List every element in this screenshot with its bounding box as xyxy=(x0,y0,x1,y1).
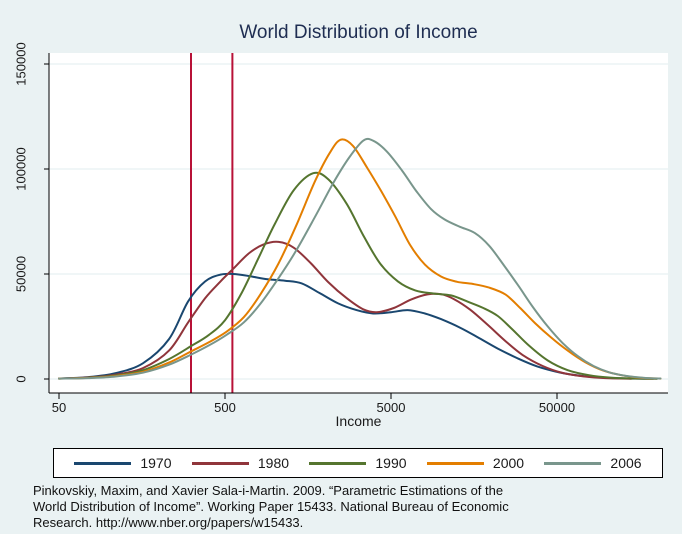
y-tick-label: 150000 xyxy=(13,42,29,86)
legend-item-2006: 2006 xyxy=(544,455,642,471)
chart-title: World Distribution of Income xyxy=(239,22,478,43)
legend-label: 1990 xyxy=(375,455,407,471)
legend-item-1980: 1980 xyxy=(191,455,290,471)
legend-line-swatch xyxy=(74,461,132,465)
footnote-line-1: Pinkovskiy, Maxim, and Xavier Sala-i-Mar… xyxy=(33,483,504,498)
series-path-1970 xyxy=(58,272,655,380)
legend-line-swatch xyxy=(426,461,484,465)
footnote-line-3: Research. http://www.nber.org/papers/w15… xyxy=(33,515,304,530)
x-tick-label: 500 xyxy=(214,400,236,415)
legend-item-2000: 2000 xyxy=(426,455,525,471)
legend-line-swatch xyxy=(309,461,367,465)
legend-item-1970: 1970 xyxy=(74,455,172,471)
x-axis-title: Income xyxy=(335,413,382,429)
series-path-1990 xyxy=(58,171,658,380)
footnote-line-2: World Distribution of Income”. Working P… xyxy=(33,499,509,514)
legend-box: 1970 1980 1990 2000 2006 xyxy=(53,448,663,478)
legend-item-1990: 1990 xyxy=(309,455,407,471)
plot-background xyxy=(49,53,668,393)
x-tick-label: 50000 xyxy=(538,400,576,415)
legend-label: 2006 xyxy=(610,455,642,471)
legend-label: 1980 xyxy=(257,455,290,471)
series-path-2006 xyxy=(58,137,662,380)
x-tick-label: 5000 xyxy=(376,400,406,415)
series-path-1980 xyxy=(58,240,633,380)
legend-line-swatch xyxy=(544,461,602,465)
y-tick-label: 100000 xyxy=(13,147,29,191)
footnote-citation: Pinkovskiy, Maxim, and Xavier Sala-i-Mar… xyxy=(33,483,663,531)
y-tick-label: 0 xyxy=(13,375,29,383)
legend-label: 2000 xyxy=(492,455,525,471)
series-path-2000 xyxy=(58,138,662,380)
legend-line-swatch xyxy=(191,461,249,465)
x-tick-label: 50 xyxy=(51,400,67,415)
legend-label: 1970 xyxy=(140,455,172,471)
y-tick-label: 50000 xyxy=(13,255,29,293)
